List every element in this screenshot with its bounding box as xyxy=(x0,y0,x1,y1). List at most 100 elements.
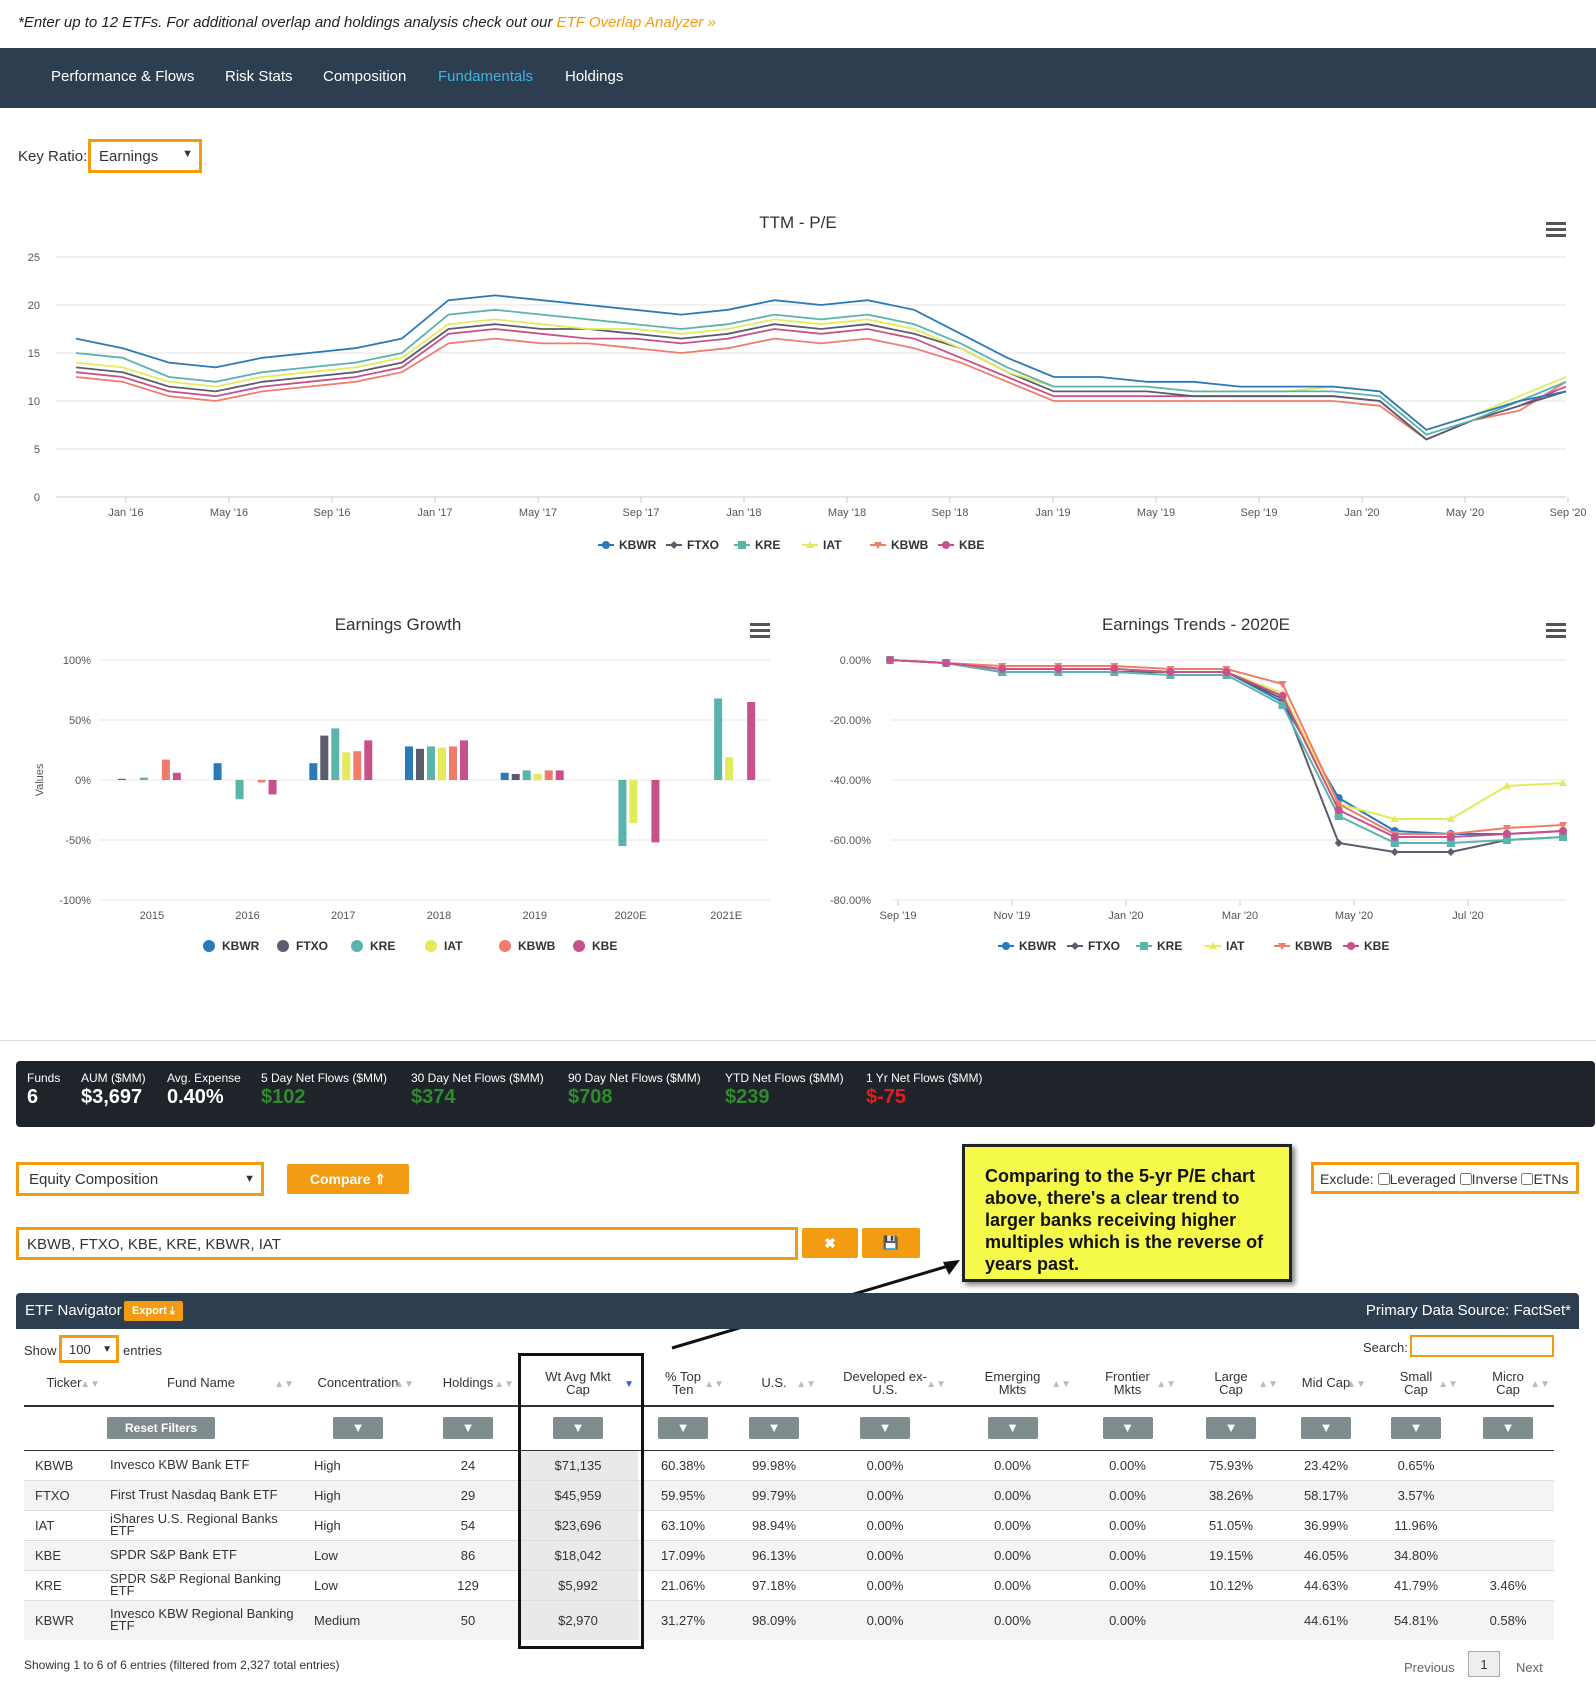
cell-fund-name: Invesco KBW Bank ETF xyxy=(104,1449,298,1480)
clear-button[interactable]: ✖ xyxy=(802,1228,858,1258)
point-ftxo xyxy=(1334,839,1343,847)
key-ratio-select[interactable]: Earnings ▼ xyxy=(88,139,202,173)
bar-iat xyxy=(725,757,734,780)
table-row[interactable]: KRE SPDR S&P Regional Banking ETF Low 129 $5… xyxy=(24,1569,1554,1600)
table-row[interactable]: KBE SPDR S&P Bank ETF Low 86 $18,042 17.09% 96… xyxy=(24,1539,1554,1570)
legend-label-kbwb: KBWB xyxy=(1295,939,1333,953)
search-label: Search: xyxy=(1363,1340,1408,1355)
legend-label-kbwb: KBWB xyxy=(891,538,929,552)
data-source: Primary Data Source: FactSet* xyxy=(1365,1302,1571,1319)
col-us[interactable]: U.S. ▲▼ xyxy=(728,1360,820,1407)
filter-icon: ▼ xyxy=(676,1420,690,1436)
filter-icon: ▼ xyxy=(1006,1420,1019,1436)
legend-marker-iat xyxy=(806,541,814,548)
tab-fundamentals[interactable]: Fundamentals xyxy=(438,68,534,85)
tab-holdings[interactable]: Holdings xyxy=(565,68,624,85)
view-select-value: Equity Composition xyxy=(29,1171,159,1188)
legend-marker-ftxo xyxy=(670,541,678,549)
compare-button[interactable]: Compare ⇑ xyxy=(287,1164,409,1194)
save-button[interactable]: 💾 xyxy=(862,1228,920,1258)
legend-marker-kbe xyxy=(942,541,950,549)
cell-concentration: Medium xyxy=(298,1599,418,1640)
col-micro-cap[interactable]: Micro Cap ▲▼ xyxy=(1462,1360,1554,1407)
etns-checkbox[interactable] xyxy=(1521,1173,1534,1185)
search-input[interactable] xyxy=(1410,1335,1554,1357)
tickers-input[interactable]: KBWB, FTXO, KBE, KRE, KBWR, IAT xyxy=(16,1227,798,1260)
col-top-ten[interactable]: % Top Ten ▲▼ xyxy=(638,1360,728,1407)
cell-developed-ex-u-s: 0.00% xyxy=(820,1599,950,1640)
cell-u-s: 99.98% xyxy=(728,1449,820,1480)
col-ticker[interactable]: Ticker ▲▼ xyxy=(24,1360,104,1407)
filter-mid-cap-button[interactable]: ▼ xyxy=(1301,1417,1351,1440)
table-row[interactable]: FTXO First Trust Nasdaq Bank ETF High 29 $45… xyxy=(24,1479,1554,1510)
tab-composition[interactable]: Composition xyxy=(323,68,407,85)
filter-concentration-button[interactable]: ▼ xyxy=(333,1417,383,1440)
etf-overlap-analyzer-link[interactable]: ETF Overlap Analyzer » xyxy=(556,14,716,31)
export-button[interactable]: Export ⤓ xyxy=(124,1301,183,1321)
point-kre xyxy=(1278,701,1287,709)
col-emerging-mkts[interactable]: Emerging Mkts ▲▼ xyxy=(950,1360,1075,1407)
reset-filters-button[interactable]: Reset Filters xyxy=(107,1417,215,1440)
col-wt-avg-mkt-cap[interactable]: Wt Avg Mkt Cap ▼ xyxy=(518,1360,638,1407)
col-fund-name[interactable]: Fund Name ▲▼ xyxy=(104,1360,298,1407)
cell-micro-cap: 0.58% xyxy=(1462,1599,1554,1640)
inverse-checkbox[interactable] xyxy=(1459,1173,1472,1185)
filter-mkt-cap-button[interactable]: ▼ xyxy=(553,1417,603,1440)
point-iat xyxy=(1446,815,1455,822)
chart-menu-icon[interactable] xyxy=(1546,620,1566,641)
filter-micro-cap-button[interactable]: ▼ xyxy=(1483,1417,1533,1440)
cell-holdings: 86 xyxy=(418,1539,518,1570)
filter-holdings-button[interactable]: ▼ xyxy=(443,1417,493,1440)
bar-kbwr xyxy=(500,772,509,780)
bar-kbwr xyxy=(405,746,413,780)
legend-marker-ftxo xyxy=(277,940,289,952)
cell-mid-cap: 58.17% xyxy=(1282,1479,1370,1510)
filter-large-cap-button[interactable]: ▼ xyxy=(1206,1417,1256,1440)
col-concentration[interactable]: Concentration ▲▼ xyxy=(298,1360,418,1407)
table-row[interactable]: KBWR Invesco KBW Regional Banking ETF Medi… xyxy=(24,1599,1554,1640)
legend-marker-ftxo xyxy=(1071,942,1079,950)
filter-small-cap-button[interactable]: ▼ xyxy=(1391,1417,1441,1440)
tab-risk-stats[interactable]: Risk Stats xyxy=(225,68,293,85)
x-tick-label: May '16 xyxy=(210,507,248,519)
leveraged-checkbox[interactable] xyxy=(1377,1173,1390,1185)
page-1-button[interactable]: 1 xyxy=(1468,1651,1500,1677)
chart-menu-icon[interactable] xyxy=(750,620,770,641)
col-mid-cap[interactable]: Mid Cap ▲▼ xyxy=(1282,1360,1370,1407)
exclude-label: Exclude: xyxy=(1320,1171,1374,1187)
col-holdings[interactable]: Holdings ▲▼ xyxy=(418,1360,518,1407)
point-kre xyxy=(1559,833,1567,841)
leveraged-label: Leveraged xyxy=(1389,1171,1456,1187)
cell-large-cap: 51.05% xyxy=(1180,1509,1282,1540)
table-row[interactable]: IAT iShares U.S. Regional Banks ETF High 54… xyxy=(24,1509,1554,1540)
show-entries-select[interactable]: 100 ▼ xyxy=(59,1335,119,1363)
filter-us-button[interactable]: ▼ xyxy=(749,1417,799,1440)
col-small-cap[interactable]: Small Cap ▲▼ xyxy=(1370,1360,1462,1407)
filter-top-ten-button[interactable]: ▼ xyxy=(658,1417,708,1440)
next-button[interactable]: Next xyxy=(1516,1660,1543,1675)
col-developed-ex-us[interactable]: Developed ex-U.S. ▲▼ xyxy=(820,1360,950,1407)
sort-icon: ▲▼ xyxy=(494,1379,514,1390)
col-large-cap[interactable]: Large Cap ▲▼ xyxy=(1180,1360,1282,1407)
x-tick-label: 2021E xyxy=(710,910,742,922)
inverse-label: Inverse xyxy=(1471,1171,1518,1187)
sort-icon: ▲▼ xyxy=(1438,1379,1458,1390)
x-tick-label: Jan '20 xyxy=(1344,507,1379,519)
tab-performance-flows[interactable]: Performance & Flows xyxy=(51,68,195,85)
view-select[interactable]: Equity Composition ▼ xyxy=(16,1162,264,1196)
bar-kbe xyxy=(364,740,373,780)
show-entries-value: 100 xyxy=(69,1342,91,1357)
filter-frontier-button[interactable]: ▼ xyxy=(1102,1417,1153,1440)
filter-emerging-button[interactable]: ▼ xyxy=(987,1417,1038,1440)
table-row[interactable]: KBWB Invesco KBW Bank ETF High 24 $71,135 60.… xyxy=(24,1449,1554,1480)
col-frontier-mkts[interactable]: Frontier Mkts ▲▼ xyxy=(1075,1360,1180,1407)
previous-button[interactable]: Previous xyxy=(1404,1660,1455,1675)
cell-concentration: High xyxy=(298,1479,418,1510)
filter-developed-button[interactable]: ▼ xyxy=(860,1417,910,1440)
legend-label-kbwb: KBWB xyxy=(518,939,556,953)
y-tick-label: 50% xyxy=(69,715,91,727)
filter-icon: ▼ xyxy=(1501,1420,1515,1436)
cell-developed-ex-u-s: 0.00% xyxy=(820,1569,950,1600)
cell-frontier-mkts: 0.00% xyxy=(1075,1569,1180,1600)
chart-menu-icon[interactable] xyxy=(1546,219,1566,240)
